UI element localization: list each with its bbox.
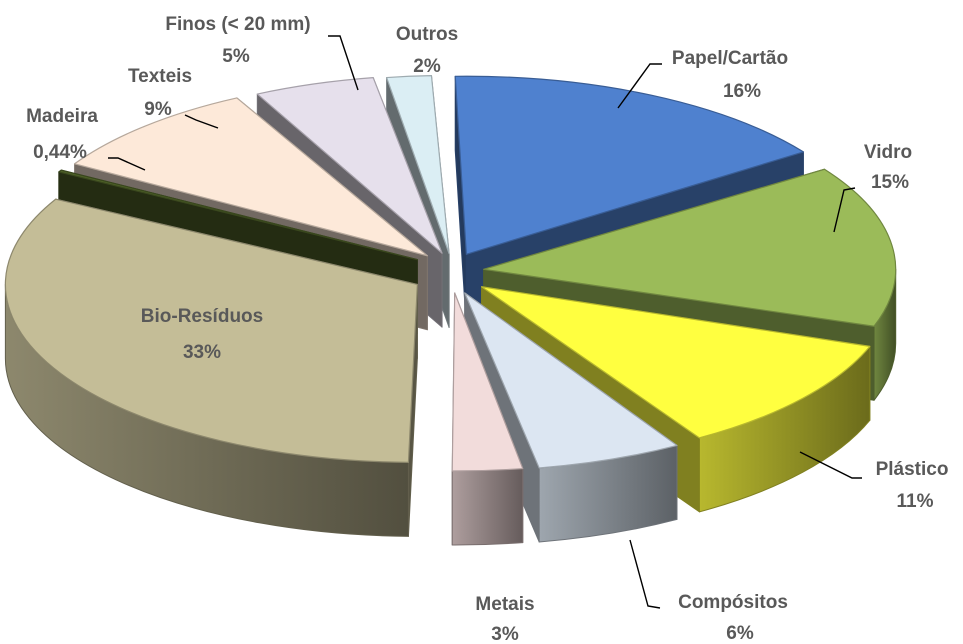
- pie-slice-papel-cartao: [454, 75, 805, 255]
- slice-name-label-plastico: Plástico: [876, 459, 949, 480]
- slice-name-label-papel-cartao: Papel/Cartão: [672, 48, 788, 69]
- pie-slice-outros: [386, 75, 450, 255]
- slice-name-label-texteis: Texteis: [128, 66, 192, 87]
- slice-percent-label-bio-residuos: 33%: [183, 342, 221, 363]
- pie-slice-vidro: [483, 168, 897, 327]
- slice-percent-label-plastico: 11%: [897, 491, 934, 512]
- leader-line-vidro: [833, 187, 856, 233]
- slice-name-label-bio-residuos: Bio-Resíduos: [141, 306, 263, 327]
- slice-name-label-finos-20-mm: Finos (< 20 mm): [165, 14, 310, 35]
- pie-slice-compositos: [464, 292, 678, 469]
- slice-name-label-metais: Metais: [475, 594, 534, 615]
- slice-percent-label-metais: 3%: [491, 624, 519, 644]
- pie-slice-finos-20-mm: [256, 77, 443, 254]
- slice-percent-label-finos-20-mm: 5%: [222, 46, 250, 67]
- slice-name-label-madeira: Madeira: [26, 106, 98, 127]
- pie-slice-metais: [451, 292, 524, 472]
- slice-percent-label-outros: 2%: [413, 56, 441, 77]
- slice-percent-label-papel-cartao: 16%: [723, 81, 761, 102]
- slice-name-label-vidro: Vidro: [864, 142, 912, 163]
- pie-slice-plastico: [481, 286, 871, 439]
- pie-slice-rim-metais: [451, 468, 524, 546]
- slice-percent-label-madeira: 0,44%: [33, 142, 87, 163]
- pie-slice-madeira: [58, 169, 418, 261]
- slice-percent-label-vidro: 15%: [871, 172, 909, 193]
- leader-line-compositos: [629, 539, 661, 609]
- slice-name-label-compositos: Compósitos: [678, 592, 788, 613]
- leader-line-finos-20-mm: [328, 35, 359, 91]
- slice-percent-label-compositos: 6%: [726, 623, 754, 644]
- leader-line-madeira: [108, 157, 146, 171]
- pie-slice-texteis: [73, 97, 428, 257]
- leader-line-papel-cartao: [617, 63, 662, 109]
- leader-line-texteis: [184, 114, 219, 129]
- leader-line-plastico: [799, 451, 862, 479]
- slice-percent-label-texteis: 9%: [144, 99, 172, 120]
- pie-slice-bio-residuos: [4, 198, 418, 463]
- slice-name-label-outros: Outros: [396, 24, 458, 45]
